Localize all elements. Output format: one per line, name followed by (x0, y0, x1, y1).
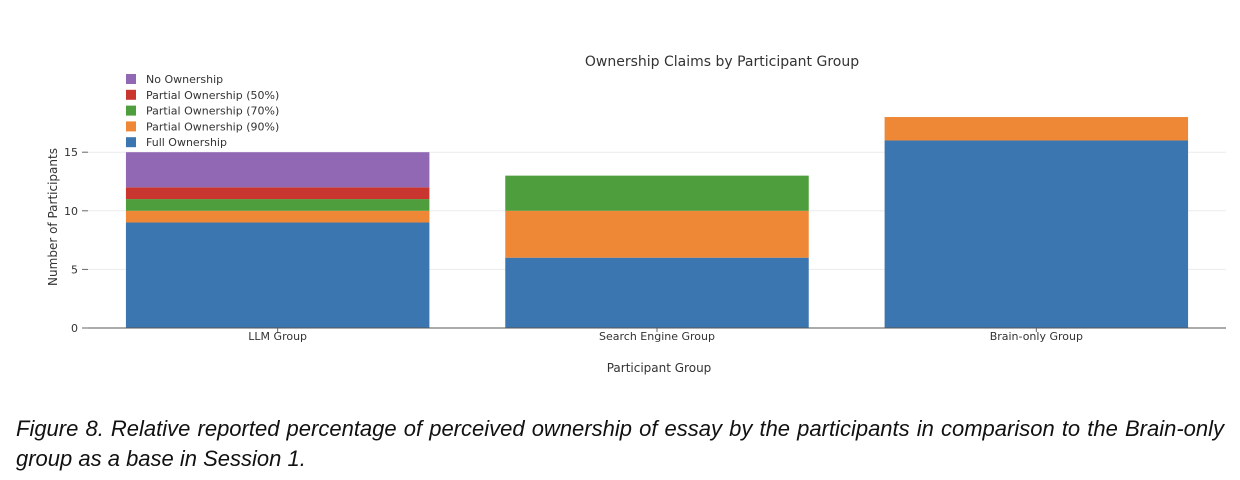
axes: 0 5 10 15 LLM Group Search Engine Group Brain-… (64, 146, 1226, 343)
bar-segment-partial-ownership-70 (125, 199, 430, 211)
legend-label: Full Ownership (146, 136, 227, 149)
chart-title: Ownership Claims by Participant Group (585, 54, 859, 70)
legend: No Ownership Partial Ownership (50%) Parti… (126, 73, 279, 149)
y-tick-label: 0 (71, 322, 78, 335)
bar-segment-no-ownership (125, 152, 430, 188)
legend-swatch (126, 89, 136, 100)
legend-swatch (126, 137, 136, 148)
bar-segment-full-ownership (884, 140, 1189, 328)
legend-label: No Ownership (146, 73, 223, 86)
y-tick-label: 5 (71, 263, 78, 276)
y-tick-label: 15 (64, 146, 78, 159)
legend-label: Partial Ownership (50%) (146, 89, 279, 102)
legend-label: Partial Ownership (70%) (146, 105, 279, 118)
x-tick-label: LLM Group (248, 330, 307, 343)
y-tick-label: 10 (64, 205, 78, 218)
x-axis-title: Participant Group (607, 361, 712, 375)
bars (125, 117, 1189, 328)
legend-label: Partial Ownership (90%) (146, 120, 279, 133)
x-tick-label: Brain-only Group (990, 330, 1083, 343)
bar-segment-full-ownership (505, 257, 809, 328)
x-tick-label: Search Engine Group (599, 330, 715, 343)
ownership-chart: Ownership Claims by Participant Group 0 5… (46, 54, 1226, 375)
bar-segment-full-ownership (125, 222, 430, 328)
y-axis-title: Number of Participants (46, 148, 60, 286)
legend-swatch (126, 74, 136, 84)
bar-segment-partial-ownership-90 (505, 210, 809, 258)
bar-segment-partial-ownership-70 (505, 175, 809, 211)
legend-swatch (126, 105, 136, 116)
legend-swatch (126, 121, 136, 132)
bar-segment-partial-ownership-90 (884, 117, 1189, 141)
bar-segment-partial-ownership-50 (125, 187, 430, 200)
bar-segment-partial-ownership-90 (125, 210, 430, 223)
figure-caption: Figure 8. Relative reported percentage o… (16, 416, 1224, 471)
